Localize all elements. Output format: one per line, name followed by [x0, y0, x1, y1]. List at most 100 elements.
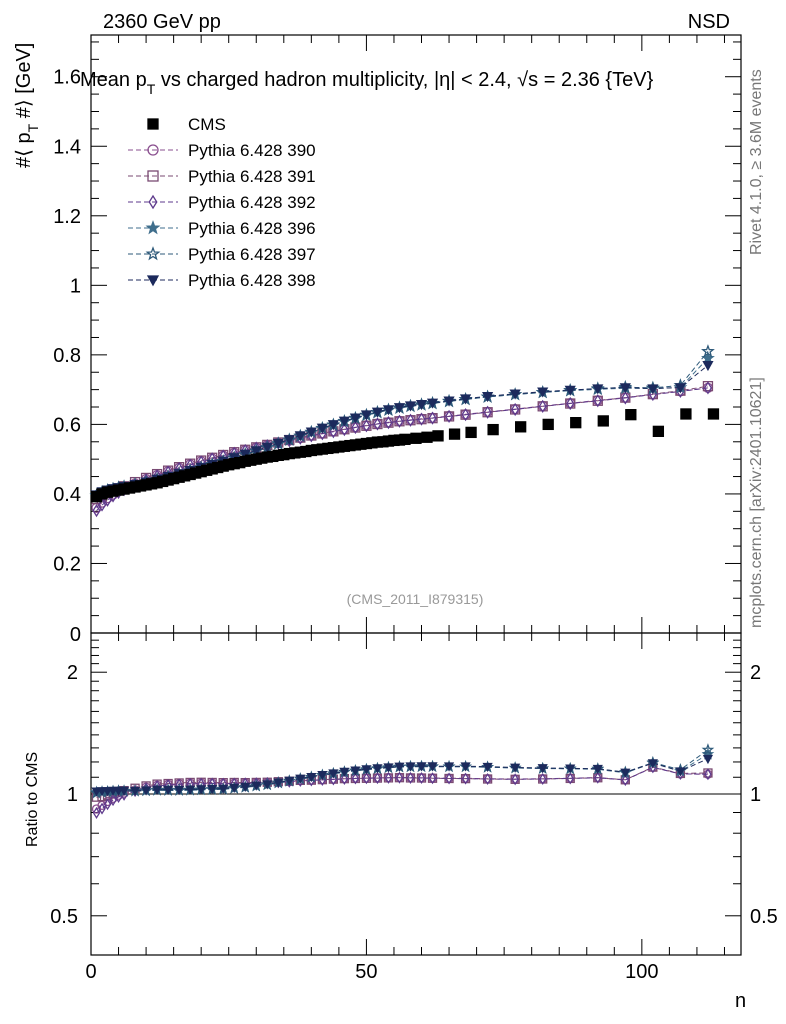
- legend-marker-p390: [147, 144, 159, 156]
- data-point-p398: [459, 394, 472, 405]
- series-p390: [91, 382, 714, 513]
- ratio-point-p398: [196, 785, 207, 795]
- data-point-p392: [538, 399, 547, 413]
- data-point-cms: [465, 426, 477, 439]
- ratio-point-p398: [647, 759, 658, 769]
- x-tick-label: 50: [355, 961, 377, 983]
- legend-item-p392: Pythia 6.428 392: [128, 193, 316, 212]
- y-tick-label-zero: 0: [70, 624, 81, 646]
- data-point-p392: [97, 498, 107, 512]
- ratio-point-p398: [151, 785, 163, 795]
- ratio-point-p392: [395, 771, 404, 784]
- legend-item-p398: Pythia 6.428 398: [128, 271, 316, 290]
- axis-tick-labels: 0 50 100 0.2 0.4 0.6 0.8 1 1.2 1.4 1.6 0 0.5 0.5 1 1 2 2: [50, 67, 778, 983]
- ratio-point-p398: [284, 776, 295, 786]
- data-point-p398: [250, 446, 262, 457]
- ratio-point-p392: [704, 768, 712, 781]
- ratio-line-p398: [96, 758, 709, 792]
- ratio-point-p398: [273, 778, 284, 788]
- data-point-cms: [542, 418, 554, 431]
- legend-label-p392: Pythia 6.428 392: [188, 193, 316, 212]
- ratio-point-p398: [229, 783, 240, 793]
- data-point-p398: [272, 438, 284, 450]
- ratio-point-p398: [443, 762, 455, 772]
- legend-label-cms: CMS: [188, 115, 226, 134]
- data-point-p392: [593, 394, 602, 408]
- ratio-point-p398: [510, 763, 521, 773]
- ratio-point-p398: [460, 762, 471, 772]
- data-point-p398: [338, 416, 350, 427]
- data-point-p398: [371, 407, 384, 418]
- ratio-tick-label-left: 0.5: [50, 906, 78, 928]
- data-point-cms: [570, 417, 582, 429]
- data-point-p392: [417, 412, 426, 426]
- ratio-point-p398: [207, 785, 218, 795]
- data-point-p398: [404, 401, 417, 412]
- data-point-p398: [647, 384, 659, 395]
- data-point-p398: [305, 427, 317, 438]
- data-point-p392: [92, 503, 101, 518]
- ratio-point-p392: [461, 772, 470, 785]
- mcplots-label: mcplots.cern.ch [arXiv:2401.10621]: [748, 377, 765, 628]
- ratio-tick-label-left: 2: [67, 662, 78, 684]
- legend-marker-cms: [147, 118, 159, 130]
- data-point-p398: [239, 449, 251, 460]
- legend-marker-p391: [147, 170, 159, 182]
- data-point-p398: [261, 442, 273, 453]
- ratio-point-p398: [140, 786, 152, 796]
- data-point-p392: [329, 425, 338, 439]
- data-point-p392: [461, 408, 470, 422]
- ratio-point-p398: [537, 764, 548, 774]
- ratio-point-p398: [416, 762, 427, 772]
- title-part-2: vs charged hadron multiplicity,: [155, 69, 434, 91]
- analysis-watermark: (CMS_2011_I879315): [347, 591, 484, 607]
- series-layer: [89, 344, 720, 518]
- y-tick-label: 0.6: [53, 414, 81, 436]
- ratio-point-p398: [394, 762, 405, 772]
- x-tick-label: 100: [625, 961, 658, 983]
- ratio-point-p392: [428, 772, 437, 785]
- y-tick-label: 1.4: [53, 136, 81, 158]
- ratio-point-p398: [620, 768, 631, 778]
- legend-item-p391: Pythia 6.428 391: [128, 167, 316, 186]
- ratio-point-p398: [218, 784, 229, 794]
- rivet-version-label: Rivet 4.1.0, ≥ 3.6M events: [748, 69, 765, 255]
- ratio-point-p398: [565, 764, 576, 774]
- data-point-p398: [592, 384, 604, 395]
- legend-marker-p392: [148, 194, 158, 210]
- data-point-p398: [443, 396, 455, 407]
- ratio-point-p392: [351, 772, 360, 785]
- data-point-p398: [426, 398, 439, 409]
- title-abs-bar: |: [434, 69, 439, 91]
- ratio-point-p392: [621, 774, 630, 787]
- data-point-p392: [406, 413, 415, 427]
- title-subscript: T: [147, 81, 156, 97]
- title-part-4: s = 2.36 {TeV}: [528, 69, 653, 91]
- ratio-point-p398: [251, 781, 262, 791]
- y-tick-label: 1.2: [53, 206, 81, 228]
- data-point-p397: [701, 344, 715, 358]
- ratio-point-p392: [92, 806, 101, 819]
- data-point-p392: [373, 417, 382, 431]
- legend-marker-p398: [146, 275, 160, 287]
- ratio-y-axis-label: Ratio to CMS: [24, 752, 41, 847]
- data-point-cms: [399, 433, 411, 445]
- title-sqrt: √: [517, 69, 528, 91]
- legend-marker-p396: [145, 220, 161, 235]
- data-point-p392: [362, 419, 371, 433]
- data-point-p392: [395, 414, 404, 428]
- ratio-point-p392: [98, 802, 106, 815]
- ratio-point-p398: [383, 763, 394, 773]
- legend-label-p391: Pythia 6.428 391: [188, 167, 316, 186]
- series-line-p392: [96, 387, 708, 511]
- ratio-point-p392: [406, 771, 415, 784]
- ratio-point-p392: [362, 772, 371, 785]
- ratio-point-p398: [482, 762, 493, 773]
- data-point-p398: [509, 389, 521, 400]
- ratio-point-p398: [339, 767, 350, 777]
- ratio-point-p398: [350, 766, 361, 776]
- legend-marker-p397: [145, 246, 161, 261]
- ratio-tick-label-left: 1: [67, 784, 78, 806]
- y-axis-label: #⟨ pT #⟩ [GeV]: [13, 43, 41, 168]
- ratio-tick-label-right: 1: [750, 784, 761, 806]
